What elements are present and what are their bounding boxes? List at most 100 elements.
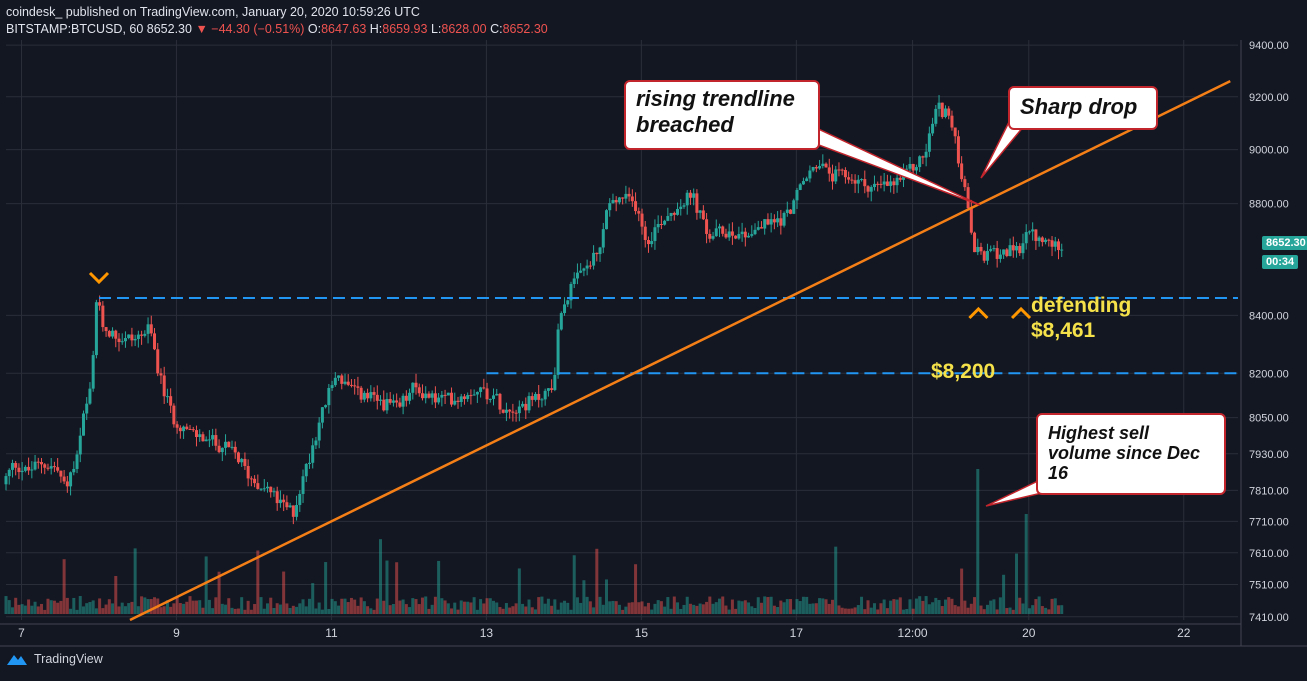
candle-body [966,187,970,209]
volume-bar [808,603,812,614]
candle-body [14,462,18,468]
volume-bar [598,596,602,614]
candle-body [85,403,89,414]
volume-bar [430,604,434,614]
candle-body [708,233,712,239]
volume-bar [734,608,738,614]
candle-body [840,169,844,171]
volume-bar [1024,514,1028,614]
volume-bar [346,602,350,614]
candle-body [705,219,709,234]
volume-bar [537,597,541,614]
volume-bar [533,609,537,614]
candle-body [998,254,1002,259]
candle-body [236,452,240,463]
volume-bar [575,597,579,614]
candle-body [585,265,589,269]
volume-bar [40,603,44,614]
candle-body [359,387,363,400]
volume-bar [766,597,770,614]
candle-body [601,229,605,248]
candle-body [479,387,483,392]
candle-body [973,232,977,253]
volume-bar [637,602,641,614]
candle-body [575,272,579,279]
candle-body [563,304,567,314]
candle-body [592,252,596,266]
candle-body [508,409,512,412]
candle-body [937,102,941,109]
candle-body [207,439,211,441]
volume-bar [695,605,699,614]
volume-bar [630,602,634,614]
volume-bar [462,601,466,614]
volume-bar [298,603,302,614]
candle-body [905,168,909,170]
volume-bar [511,606,515,614]
volume-bar [521,603,525,614]
candle-body [298,493,302,505]
volume-bar [375,598,379,614]
candle-body [91,355,95,389]
candle-body [285,502,289,508]
volume-bar [795,599,799,614]
volume-bar [730,599,734,614]
candle-body [107,331,111,337]
candle-body [272,491,276,493]
volume-bar [818,598,822,614]
callout-sharp-drop-text: Sharp drop [1020,94,1138,119]
candle-body [498,393,502,410]
tradingview-footer[interactable]: TradingView [6,652,103,666]
x-tick-label: 15 [635,626,649,640]
volume-bar [947,597,951,614]
volume-bar [1021,603,1025,614]
volume-bar [960,568,964,614]
candle-body [437,397,441,403]
candle-body [256,483,260,489]
candle-body [750,234,754,236]
volume-bar [379,539,383,614]
volume-bar [973,597,977,614]
volume-bar [492,600,496,614]
candle-body [956,136,960,164]
candle-body [611,200,615,204]
volume-bar [204,556,208,614]
volume-bar [659,601,663,614]
volume-bar [956,606,960,614]
volume-bar [756,597,760,614]
candle-body [10,462,14,470]
volume-bar [111,603,115,614]
candle-body [546,388,550,391]
candle-body [340,375,344,384]
volume-bar [256,550,260,614]
candle-body [379,399,383,401]
candle-body [892,181,896,186]
x-tick-label: 9 [173,626,180,640]
candle-body [869,187,873,192]
candle-body [756,227,760,230]
candle-body [734,235,738,239]
volume-bar [327,608,331,614]
candle-body [827,167,831,174]
candle-body [759,227,763,229]
volume-bar [740,601,744,614]
volume-bar [750,606,754,614]
candle-body [701,210,705,220]
y-tick-label: 7930.00 [1249,449,1289,461]
candle-body [295,504,299,517]
volume-bar [385,560,389,614]
candle-body [646,239,650,245]
candle-body [737,234,741,239]
volume-bar [98,598,102,614]
last-price-tag: 8652.30 [1262,236,1307,250]
trendline-group [129,80,1231,622]
volume-bar [805,596,809,614]
volume-bar [524,606,528,614]
y-tick-label: 7810.00 [1249,485,1289,497]
candle-body [856,179,860,184]
volume-bar [388,605,392,614]
volume-bar [101,608,105,614]
candle-body [217,445,221,453]
candle-body [143,333,147,336]
